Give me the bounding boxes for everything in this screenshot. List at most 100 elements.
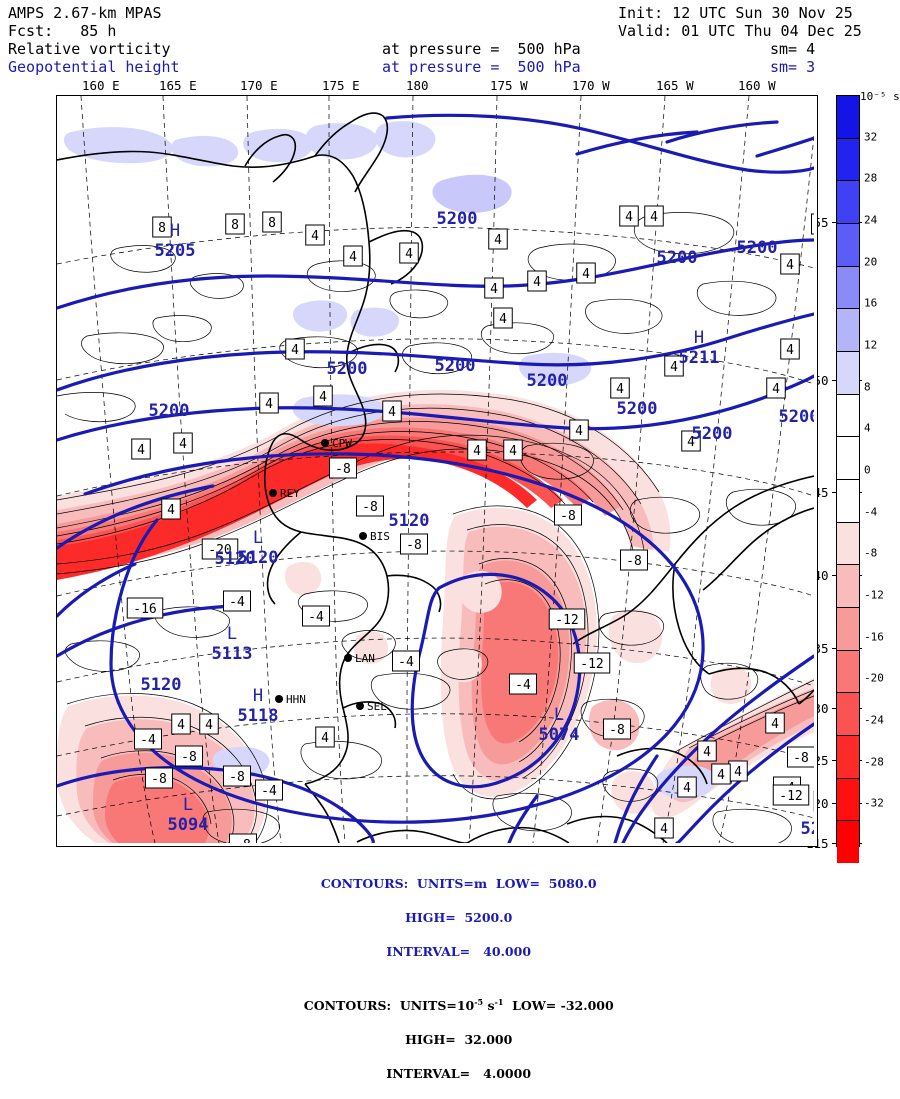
vorticity-colorbar[interactable] [836,95,860,863]
vorticity-label-box [644,205,664,227]
height-contour-label: 5200 [617,399,658,419]
vorticity-label-value: 4 [717,768,725,783]
vorticity-label-value: 4 [703,745,711,760]
pressure-center-type-l: L [227,624,237,644]
station-marker-rey[interactable] [269,489,277,497]
vorticity-label-value: -8 [626,554,642,569]
vorticity-label-box [223,765,251,787]
height-contour-label: 5200 [327,359,368,379]
vorticity-label-box [654,817,674,839]
vorticity-label-box [509,673,537,695]
vorticity-label-value: -4 [515,678,531,693]
longitude-tick-1: 165 E [159,78,197,93]
colorbar-tick--24: -24 [864,713,884,727]
vorticity-label-value: -16 [133,602,156,617]
station-label-rey: REY [280,487,300,500]
vorticity-label-value: 4 [473,444,481,459]
vorticity-pos-d [305,123,378,160]
pressure-center-type-h: H [170,221,180,241]
vorticity-label-value: 4 [786,258,794,273]
vorticity-label-box [569,419,589,441]
longitude-tick-5: 175 W [490,78,528,93]
colorbar-tick-12: 12 [864,338,878,352]
colorbar-tick-24: 24 [864,213,878,227]
colorbar-segment-12 [837,350,859,394]
vorticity-label-box [484,277,504,299]
height-contour-info: CONTOURS: UNITS=m LOW= 5080.0 HIGH= 5200… [0,858,900,977]
vorticity-cell-d [608,609,663,664]
colorbar-tick-8: 8 [864,380,871,394]
station-marker-cpw[interactable] [321,439,329,447]
vorticity-label-box [171,713,191,735]
colorbar-tick-28: 28 [864,171,878,185]
vorticity-label-box [766,377,786,399]
station-marker-lan[interactable] [344,654,352,662]
height-contour-label: 5200 [779,407,814,427]
vorticity-label-box [382,400,402,422]
vorticity-label-value: 4 [388,405,396,420]
vorticity-blob-center-n16 [481,581,559,744]
pressure-center-value: 5113 [212,644,253,664]
vorticity-label-value: 4 [533,275,541,290]
vorticity-label-box [711,763,731,785]
station-marker-bis[interactable] [359,532,367,540]
longitude-tick-7: 165 W [656,78,694,93]
vorticity-label-box [145,767,173,789]
colorbar-tick--20: -20 [864,671,884,685]
vorticity-label-box [392,650,420,672]
height-contour-label: 5120 [389,511,430,531]
vorticity-label-value: -8 [609,723,625,738]
vorticity-contour-high: HIGH= 32.000 [405,1032,513,1048]
station-label-cpw: CPW [332,437,352,450]
colorbar-tick--12: -12 [864,588,884,602]
vorticity-label-value: -8 [181,750,197,765]
vorticity-smoothing: sm= 4 [770,40,816,58]
vorticity-pos-f [293,300,348,332]
station-marker-hhn[interactable] [275,695,283,703]
vorticity-label-value: 4 [205,718,213,733]
vorticity-label-value: 4 [683,781,691,796]
vorticity-label-box [313,385,333,407]
vorticity-label-box [787,746,814,768]
vorticity-label-box [152,216,172,238]
vorticity-label-value: -12 [555,613,578,628]
colorbar-segment-16 [837,308,859,351]
vorticity-label-value: 4 [772,382,780,397]
forecast-hour: Fcst: 85 h [8,22,117,40]
vorticity-label-value: -12 [779,789,802,804]
colorbar-segment-8 [837,393,859,437]
station-marker-sel[interactable] [356,702,364,710]
height-contour-label: 5200 [692,424,733,444]
colorbar-segment-32 [837,137,859,181]
model-title: AMPS 2.67-km MPAS [8,4,162,22]
vorticity-label-box [161,498,181,520]
vorticity-label-box [619,205,639,227]
vorticity-label-box [223,590,251,612]
vorticity-label-value: 4 [499,312,507,327]
colorbar-segment--8 [837,564,859,607]
vorticity-label-box [503,439,523,461]
colorbar-tick--16: -16 [864,630,884,644]
vorticity-label-value: -4 [229,595,245,610]
colorbar-segment--28 [837,777,859,821]
vorticity-label-box [399,242,419,264]
vorticity-label-value: 4 [349,250,357,265]
vorticity-label-value: 4 [625,210,633,225]
vorticity-label-value: -8 [793,751,809,766]
height-contour-interval: INTERVAL= 40.000 [386,944,532,959]
vorticity-label-box [356,495,384,517]
vorticity-label-box [134,728,162,750]
colorbar-unit-label: 10⁻⁵ s⁻¹ [860,90,900,103]
vorticity-label-value: 4 [490,282,498,297]
vorticity-label-value: -4 [398,655,414,670]
map-plot-area[interactable]: 888444444-444444444444444444444-8-8-8-8-… [56,95,818,847]
vorticity-label-box [780,253,800,275]
pressure-center-value: 5205 [155,241,196,261]
vorticity-label-value: 4 [405,247,413,262]
vorticity-label-value: 4 [311,229,319,244]
colorbar-segment-28 [837,180,859,223]
vorticity-label-box [131,438,151,460]
vorticity-exp-2: -1 [494,997,504,1007]
vorticity-label-box [620,549,648,571]
vorticity-label-value: -20 [208,543,231,558]
